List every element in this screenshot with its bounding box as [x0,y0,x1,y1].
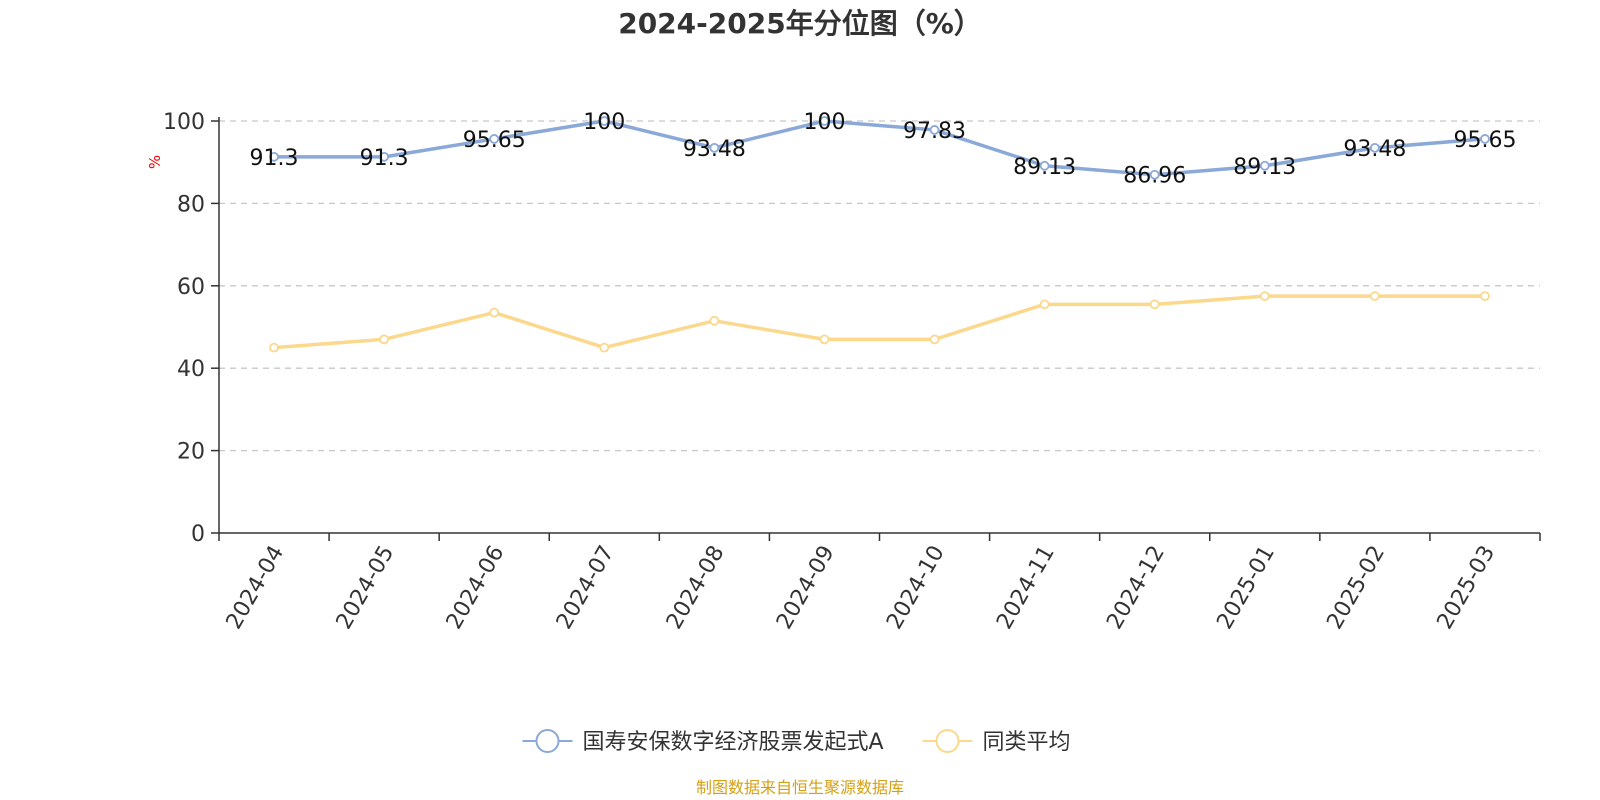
y-tick-label: 40 [177,357,205,382]
point-average[interactable] [819,334,830,345]
x-tick-label: 2024-05 [332,542,400,634]
point-main[interactable] [1259,160,1270,171]
data-label: 97.83 [903,119,966,144]
data-label: 89.13 [1233,155,1296,180]
data-labels: 91.3 91.3 95.65 100 93.48 100 97.83 89.13 86.96 8… [250,110,1517,189]
data-label: 91.3 [250,146,299,171]
data-label: 91.3 [360,146,409,171]
point-main[interactable] [1480,134,1490,144]
data-label: 100 [583,110,625,135]
series-line-main [274,119,1486,177]
point-main[interactable] [819,116,830,126]
point-main[interactable] [1149,169,1160,180]
x-tick-label: 2024-12 [1102,542,1170,634]
y-tick-label: 20 [177,440,205,465]
point-main[interactable] [709,142,720,153]
y-axis-unit-label: % [146,155,164,169]
point-average[interactable] [929,334,940,345]
x-tick-label: 2024-06 [442,542,510,634]
data-label: 93.48 [1343,137,1406,162]
legend-label: 国寿安保数字经济股票发起式A [583,730,884,755]
point-average[interactable] [709,315,720,326]
point-main[interactable] [489,134,500,144]
point-average[interactable] [489,307,500,318]
point-average[interactable] [1039,299,1050,310]
point-average[interactable] [1259,291,1270,302]
y-tick-label: 0 [191,522,205,547]
point-average[interactable] [1369,291,1380,302]
source-note: 制图数据来自恒生聚源数据库 [696,778,904,797]
y-tick-label: 60 [177,275,205,300]
x-tick-label: 2024-08 [662,542,730,634]
grid-lines [219,120,1540,452]
point-average[interactable] [1480,291,1490,302]
data-label: 86.96 [1123,164,1186,189]
point-main[interactable] [599,116,610,126]
point-main[interactable] [1369,142,1380,153]
data-label: 95.65 [1453,128,1516,153]
x-tick-label: 2024-10 [882,542,950,634]
x-tick-label: 2025-03 [1433,542,1501,634]
legend-marker-icon [535,729,560,753]
series-lines [269,116,1490,353]
legend-item-main[interactable]: 国寿安保数字经济股票发起式A [522,729,884,755]
data-label: 100 [803,110,845,135]
point-main[interactable] [269,151,279,162]
point-average[interactable] [379,334,390,345]
axes: 0 20 40 60 80 100 2024-04 2024-05 2024-06 2024-07… [163,110,1541,634]
legend-item-average[interactable]: 同类平均 [922,729,1071,755]
legend-marker-icon [935,729,960,753]
point-average[interactable] [599,342,610,353]
data-label: 93.48 [683,137,746,162]
legend-label: 同类平均 [983,730,1071,755]
x-tick-label: 2025-02 [1322,542,1390,634]
legend[interactable]: 国寿安保数字经济股票发起式A 同类平均 [522,729,1071,755]
x-tick-label: 2024-11 [992,542,1060,634]
chart-title: 2024-2025年分位图（%） [618,7,982,40]
y-tick-label: 80 [177,192,205,217]
x-tick-label: 2024-09 [772,542,840,634]
point-main[interactable] [929,125,940,135]
data-label: 95.65 [463,128,526,153]
point-average[interactable] [1149,299,1160,310]
point-main[interactable] [379,151,390,162]
y-tick-label: 100 [163,110,205,135]
x-tick-label: 2024-04 [222,542,290,634]
x-tick-label: 2025-01 [1212,542,1280,634]
data-label: 89.13 [1013,155,1076,180]
x-tick-label: 2024-07 [552,542,620,634]
series-line-average [273,294,1485,350]
point-main[interactable] [1039,160,1050,171]
point-average[interactable] [269,342,279,353]
